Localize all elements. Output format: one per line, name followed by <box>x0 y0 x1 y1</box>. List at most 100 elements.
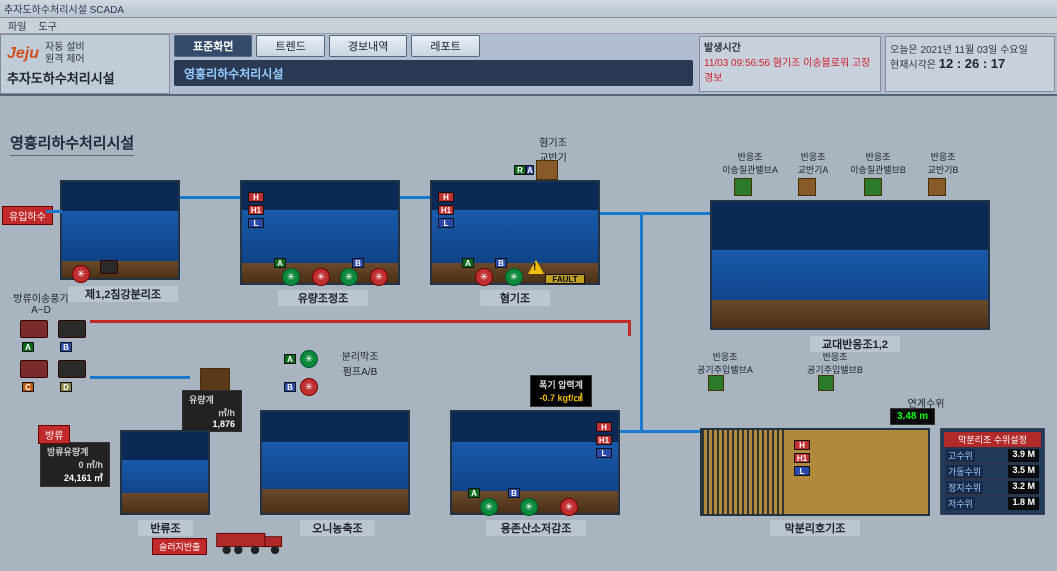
anaerobic-pump-b-icon[interactable]: ✳ <box>505 268 523 286</box>
blower-d-icon[interactable] <box>58 360 86 378</box>
window-title: 추자도하수처리시설 SCADA <box>4 1 124 16</box>
process-diagram: 유입하수 ✳ 제1,2침강분리조 H H1 L ✳ A ✳ ✳ B ✳ 유량조정… <box>0 150 1057 571</box>
menu-tools[interactable]: 도구 <box>38 18 56 33</box>
alarm-title: 발생시간 <box>704 39 876 54</box>
logo-brand: Jeju <box>7 45 39 63</box>
tank-pretreat-label: 제1,2침강분리조 <box>68 286 178 302</box>
floweq-pump-a-icon[interactable]: ✳ <box>282 268 300 286</box>
floweq-pump-b-icon[interactable]: ✳ <box>340 268 358 286</box>
anaerobic-pump-a-icon[interactable]: ✳ <box>475 268 493 286</box>
flowmeter2-rate: 0 ㎥/h <box>47 458 103 471</box>
reaction-air-b-icon[interactable] <box>818 375 834 391</box>
dosink-pump-b-icon[interactable]: ✳ <box>520 498 538 516</box>
tank-sludge <box>260 410 410 515</box>
reaction-top-3: 반응조 교반기B <box>918 150 968 176</box>
reaction-mixer-a-icon[interactable] <box>798 178 816 196</box>
flowmeter-total: 1,876 <box>189 419 235 429</box>
subtitle-text: 영흥리하수처리시설 <box>184 65 283 82</box>
flowmeter-unit: ㎥/h <box>189 406 235 419</box>
blower-a-icon[interactable] <box>20 320 48 338</box>
tab-report[interactable]: 레포트 <box>411 35 479 57</box>
floweq-pump-c-icon[interactable]: ✳ <box>370 268 388 286</box>
reaction-mixer-b-icon[interactable] <box>928 178 946 196</box>
reaction-air-a-label: 반응조 공기주입밸브A <box>690 350 760 376</box>
flowmeter-label: 유량계 <box>189 393 235 406</box>
floweq-pump-a-tag: A <box>274 258 286 268</box>
flowmeter-icon <box>200 368 230 392</box>
window-titlebar: 추자도하수처리시설 SCADA <box>0 0 1057 18</box>
blower-d-tag: D <box>60 382 72 392</box>
reaction-valve-a-icon[interactable] <box>734 178 752 196</box>
sep-pump-a-icon[interactable]: ✳ <box>300 350 318 368</box>
floweq-pump-warn-icon[interactable]: ✳ <box>312 268 330 286</box>
tank-sludge-label: 오니농축조 <box>300 520 375 536</box>
pump-pretreat-motor-icon <box>100 260 118 274</box>
flowmeter-box: 유량계 ㎥/h 1,876 <box>182 390 242 432</box>
tank-membrane: H H1 L <box>700 428 930 516</box>
alarm-box: 발생시간 11/03 09:56:56 혐기조 이송블로워 고장 경보 <box>699 36 881 92</box>
blower-c-tag: C <box>22 382 34 392</box>
dosink-pump-c-icon[interactable]: ✳ <box>560 498 578 516</box>
anaerobic-level-h-icon: H <box>438 192 454 202</box>
anaerobic-tag-b: B <box>495 258 507 268</box>
blower-c-icon[interactable] <box>20 360 48 378</box>
floweq-level-h1-icon: H1 <box>248 205 264 215</box>
reaction-top-2: 반응조 이송질관밸브B <box>848 150 908 176</box>
clock-box: 오늘은 2021년 11월 03일 수요일 현재시각은 12 : 26 : 17 <box>885 36 1055 92</box>
tank-floweq-label: 유량조정조 <box>278 290 368 306</box>
flowmeter2-label: 방류유량계 <box>47 445 103 458</box>
pipe-3-4 <box>600 212 710 215</box>
truck-tag: 슬러지반출 <box>152 538 207 555</box>
dosink-level-l-icon: L <box>596 448 612 458</box>
truck-icon <box>210 530 300 555</box>
anaerobic-level-l-icon: L <box>438 218 454 228</box>
pipe-blower-out <box>90 376 190 379</box>
anaerobic-mixer-icon[interactable] <box>536 160 558 180</box>
level-value: 3.48 m <box>890 408 935 425</box>
reaction-top-1: 반응조 교반기A <box>788 150 838 176</box>
anaerobic-fault-tag: FAULT <box>545 274 585 284</box>
dosink-pump-b-tag: B <box>508 488 520 498</box>
level-row-1: 가동수위3.5 M <box>944 463 1041 479</box>
reaction-air-a-icon[interactable] <box>708 375 724 391</box>
tank-return <box>120 430 210 515</box>
pipe-return-red <box>90 320 630 323</box>
flowmeter2-total: 24,161 ㎥ <box>47 471 103 484</box>
site-name: 추자도하수처리시설 <box>7 68 163 87</box>
blower-b-icon[interactable] <box>58 320 86 338</box>
level-row-3: 저수위1.8 M <box>944 495 1041 511</box>
floweq-level-l-icon: L <box>248 218 264 228</box>
membrane-level-h-icon: H <box>794 440 810 450</box>
tab-standard[interactable]: 표준화면 <box>174 35 252 57</box>
membrane-level-l-icon: L <box>794 466 810 476</box>
tab-alarm-log[interactable]: 경보내역 <box>329 35 407 57</box>
dosink-pump-a-tag: A <box>468 488 480 498</box>
clock-time: 12 : 26 : 17 <box>939 56 1006 71</box>
dosink-pump-a-icon[interactable]: ✳ <box>480 498 498 516</box>
sep-pump-label: 분리막조 펌프A/B <box>330 348 390 378</box>
discharge-tag: 방류 <box>38 425 70 444</box>
alarm-text: 11/03 09:56:56 혐기조 이송블로워 고장 경보 <box>704 54 876 84</box>
logo-line2: 원격 제어 <box>45 54 85 66</box>
clock-date: 오늘은 2021년 11월 03일 수요일 <box>890 41 1050 56</box>
sep-pump-a-tag: A <box>284 354 296 364</box>
membrane-level-h1-icon: H1 <box>794 453 810 463</box>
sep-pump-b-tag: B <box>284 382 296 392</box>
tank-dosink: H H1 L <box>450 410 620 515</box>
pipe-2-3 <box>400 196 430 199</box>
anaerobic-mixer-tag-b: A <box>526 165 534 175</box>
flowmeter2-box: 방류유량계 0 ㎥/h 24,161 ㎥ <box>40 442 110 487</box>
sep-pump-b-icon[interactable]: ✳ <box>300 378 318 396</box>
tank-membrane-label: 막분리호기조 <box>770 520 860 536</box>
reaction-top-0: 반응조 이송질관밸브A <box>720 150 780 176</box>
tank-anaerobic-label: 혐기조 <box>480 290 550 306</box>
dosink-level-h1-icon: H1 <box>596 435 612 445</box>
logo-block: Jeju 자동 설비 원격 제어 추자도하수처리시설 <box>0 34 170 94</box>
menu-file[interactable]: 파일 <box>8 18 26 33</box>
reaction-valve-b-icon[interactable] <box>864 178 882 196</box>
dosink-level-h-icon: H <box>596 422 612 432</box>
tab-trend[interactable]: 트렌드 <box>256 35 324 57</box>
header-right: 발생시간 11/03 09:56:56 혐기조 이송블로워 고장 경보 오늘은 … <box>697 34 1057 94</box>
blower-a-tag: A <box>22 342 34 352</box>
level-row-0: 고수위3.9 M <box>944 447 1041 463</box>
